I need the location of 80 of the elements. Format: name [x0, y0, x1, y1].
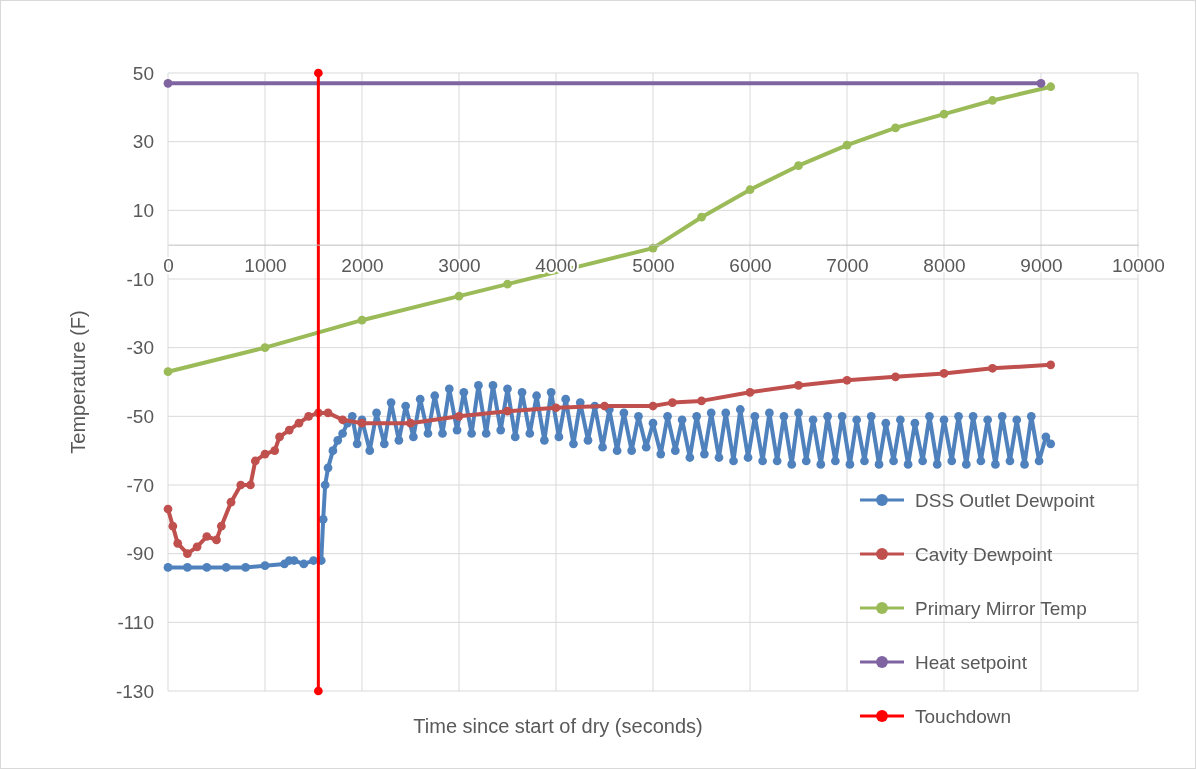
x-tick-label: 0 [163, 255, 174, 277]
x-tick-label: 8000 [923, 255, 966, 277]
x-tick-label: 1000 [244, 255, 287, 277]
point [988, 363, 997, 373]
point [260, 449, 270, 459]
point [304, 411, 314, 421]
point [697, 212, 706, 222]
point [745, 387, 755, 397]
point [1046, 360, 1056, 370]
x-axis-title: Time since start of dry (seconds) [413, 715, 703, 737]
y-axis-title: Temperature (F) [67, 310, 89, 454]
y-tick-label: 30 [132, 131, 154, 153]
point [551, 403, 561, 413]
point [600, 401, 609, 411]
y-tick-label: -30 [126, 337, 154, 359]
y-tick-label: -50 [126, 405, 154, 427]
x-tick-label: 6000 [729, 255, 772, 277]
point [183, 549, 192, 559]
point [250, 456, 260, 466]
point [275, 432, 284, 442]
y-tick-label: -110 [117, 611, 154, 633]
point [173, 539, 183, 548]
y-tick-label: -90 [126, 543, 154, 565]
y-tick-label: 50 [132, 62, 154, 84]
point [745, 185, 755, 195]
point [192, 542, 202, 552]
point [503, 406, 512, 416]
point [668, 398, 677, 407]
point [284, 425, 294, 435]
point [939, 369, 949, 378]
point [794, 381, 803, 390]
point [648, 401, 658, 411]
y-tick-label: -10 [126, 268, 154, 290]
point [697, 396, 706, 406]
point [891, 123, 900, 133]
point [163, 367, 173, 377]
point [163, 504, 173, 514]
legend-label: Touchdown [915, 706, 1012, 727]
legend-label: Heat setpoint [915, 652, 1028, 673]
x-tick-label: 7000 [826, 255, 869, 277]
point [236, 480, 246, 490]
point [260, 343, 270, 353]
point [226, 497, 236, 507]
point [454, 291, 464, 301]
point [891, 372, 900, 382]
point [842, 140, 852, 150]
point [313, 686, 323, 696]
point [1036, 78, 1046, 88]
point [939, 109, 949, 119]
point [323, 408, 333, 418]
point [454, 411, 464, 421]
point [202, 532, 212, 541]
y-tick-label: 10 [132, 199, 154, 221]
x-tick-label: 2000 [341, 255, 384, 277]
x-tick-label: 4000 [535, 255, 578, 277]
x-tick-label: 9000 [1020, 255, 1063, 277]
point [246, 480, 255, 490]
point [503, 279, 512, 289]
legend-label: Cavity Dewpoint [915, 544, 1053, 565]
point [988, 96, 997, 105]
y-tick-label: -70 [126, 474, 154, 496]
legend-label: Primary Mirror Temp [915, 598, 1087, 619]
point [794, 161, 803, 171]
point [313, 68, 323, 78]
point [168, 521, 178, 531]
point [338, 415, 347, 425]
point [406, 418, 415, 428]
x-tick-label: 5000 [632, 255, 675, 277]
y-tick-label: -130 [115, 680, 154, 702]
point [270, 446, 280, 456]
point [1046, 82, 1056, 92]
point [294, 418, 304, 428]
x-tick-label: 3000 [438, 255, 481, 277]
point [212, 535, 221, 545]
point [357, 315, 367, 325]
x-tick-label: 10000 [1112, 255, 1165, 277]
point [216, 521, 226, 531]
point [163, 78, 173, 88]
point [842, 375, 852, 385]
legend-label: DSS Outlet Dewpoint [915, 490, 1096, 511]
